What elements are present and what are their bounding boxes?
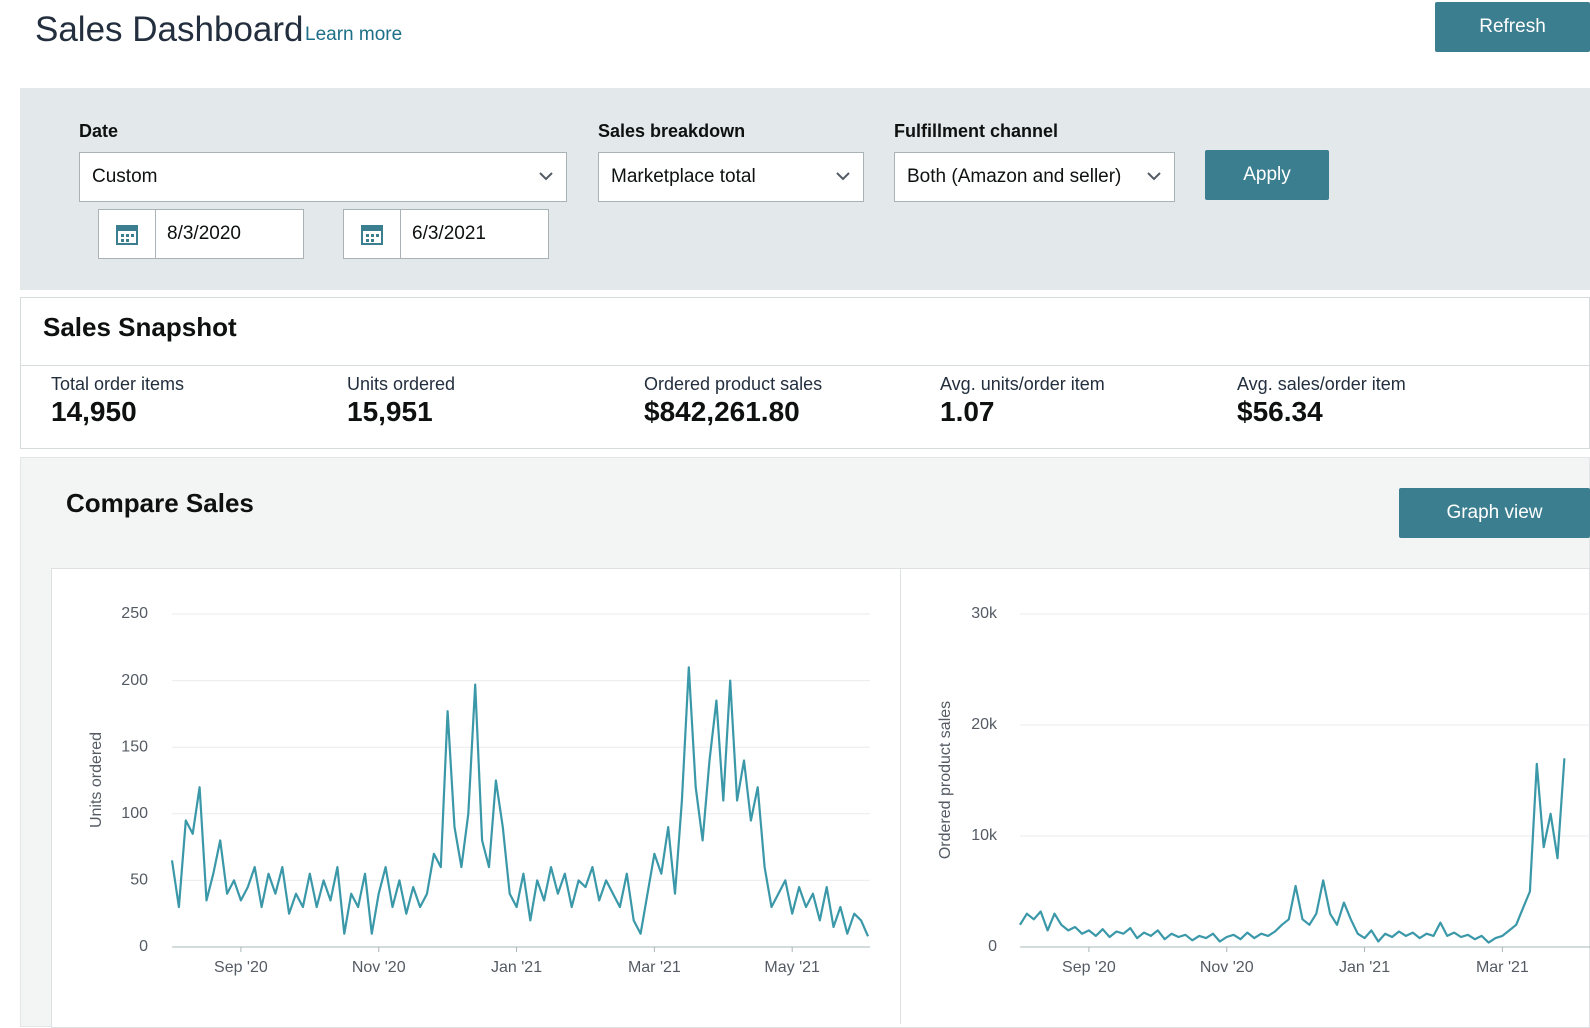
refresh-button[interactable]: Refresh [1435, 2, 1590, 52]
sales-breakdown-label: Sales breakdown [598, 121, 746, 141]
metric: Avg. units/order item 1.07 [940, 374, 1105, 428]
x-tick-label: Nov '20 [352, 959, 406, 976]
y-tick-label: 20k [971, 716, 998, 733]
apply-button[interactable]: Apply [1205, 150, 1329, 200]
date-select-value: Custom [92, 166, 158, 187]
chevron [1147, 172, 1161, 181]
metric: Avg. sales/order item $56.34 [1237, 374, 1406, 428]
y-tick-label: 250 [121, 605, 148, 622]
end-date-input[interactable]: 6/3/2021 [343, 209, 549, 259]
chart-divider [900, 568, 901, 1024]
learn-more-link[interactable]: Learn more [305, 24, 403, 45]
graph-view-button[interactable]: Graph view [1399, 488, 1590, 538]
metric: Total order items 14,950 [51, 374, 184, 428]
y-axis-title: Ordered product sales [937, 701, 954, 859]
x-tick-label: Nov '20 [1200, 959, 1254, 976]
chevron [539, 172, 553, 181]
x-tick-label: Sep '20 [1062, 959, 1116, 976]
x-tick-label: May '21 [764, 959, 820, 976]
y-tick-label: 100 [121, 805, 148, 822]
compare-title: Compare Sales [66, 488, 254, 518]
y-tick-label: 150 [121, 738, 148, 755]
date-select[interactable]: Custom [79, 152, 567, 202]
snapshot-header: Sales Snapshot [21, 298, 1589, 366]
sales-breakdown-value: Marketplace total [611, 166, 756, 187]
start-date-input[interactable]: 8/3/2020 [98, 209, 304, 259]
metric-value: 1.07 [940, 396, 995, 427]
metric-label: Avg. sales/order item [1237, 374, 1406, 394]
fulfillment-select[interactable]: Both (Amazon and seller) [894, 152, 1175, 202]
metric-label: Ordered product sales [644, 374, 823, 394]
y-tick-label: 30k [971, 605, 998, 622]
metric: Ordered product sales $842,261.80 [644, 374, 822, 428]
data-line [170, 666, 870, 937]
metric-value: $56.34 [1237, 396, 1323, 427]
chart-cards [51, 568, 1590, 1028]
calendar-icon [344, 210, 401, 258]
page-title: Sales Dashboard [35, 10, 304, 49]
sales-breakdown-select[interactable]: Marketplace total [598, 152, 864, 202]
y-axis-title: Units ordered [88, 732, 105, 828]
y-tick-label: 0 [139, 938, 148, 955]
x-tick-label: Jan '21 [1339, 959, 1390, 976]
y-tick-label: 0 [988, 938, 997, 955]
metric-value: 14,950 [51, 396, 137, 427]
x-tick-label: Sep '20 [214, 959, 268, 976]
x-tick-label: Mar '21 [1476, 959, 1529, 976]
date-label: Date [79, 121, 119, 141]
snapshot-title: Sales Snapshot [43, 312, 237, 342]
data-line [1019, 758, 1566, 944]
metric-label: Total order items [51, 374, 185, 394]
start-date: 8/3/2020 [167, 223, 241, 244]
y-tick-label: 10k [971, 827, 998, 844]
end-date: 6/3/2021 [412, 223, 486, 244]
fulfillment-value: Both (Amazon and seller) [907, 166, 1122, 187]
metric-label: Units ordered [347, 374, 456, 394]
calendar-icon [99, 210, 156, 258]
y-tick-label: 50 [130, 872, 148, 889]
fulfillment-label: Fulfillment channel [894, 121, 1059, 141]
sales-snapshot: Sales Snapshot Total order items 14,950 U… [20, 297, 1590, 449]
y-tick-label: 200 [121, 672, 148, 689]
metric: Units ordered 15,951 [347, 374, 455, 428]
x-tick-label: Mar '21 [628, 959, 681, 976]
metric-label: Avg. units/order item [940, 374, 1105, 394]
metric-value: $842,261.80 [644, 396, 800, 427]
metric-value: 15,951 [347, 396, 433, 427]
chevron [836, 172, 850, 181]
x-tick-label: Jan '21 [491, 959, 542, 976]
